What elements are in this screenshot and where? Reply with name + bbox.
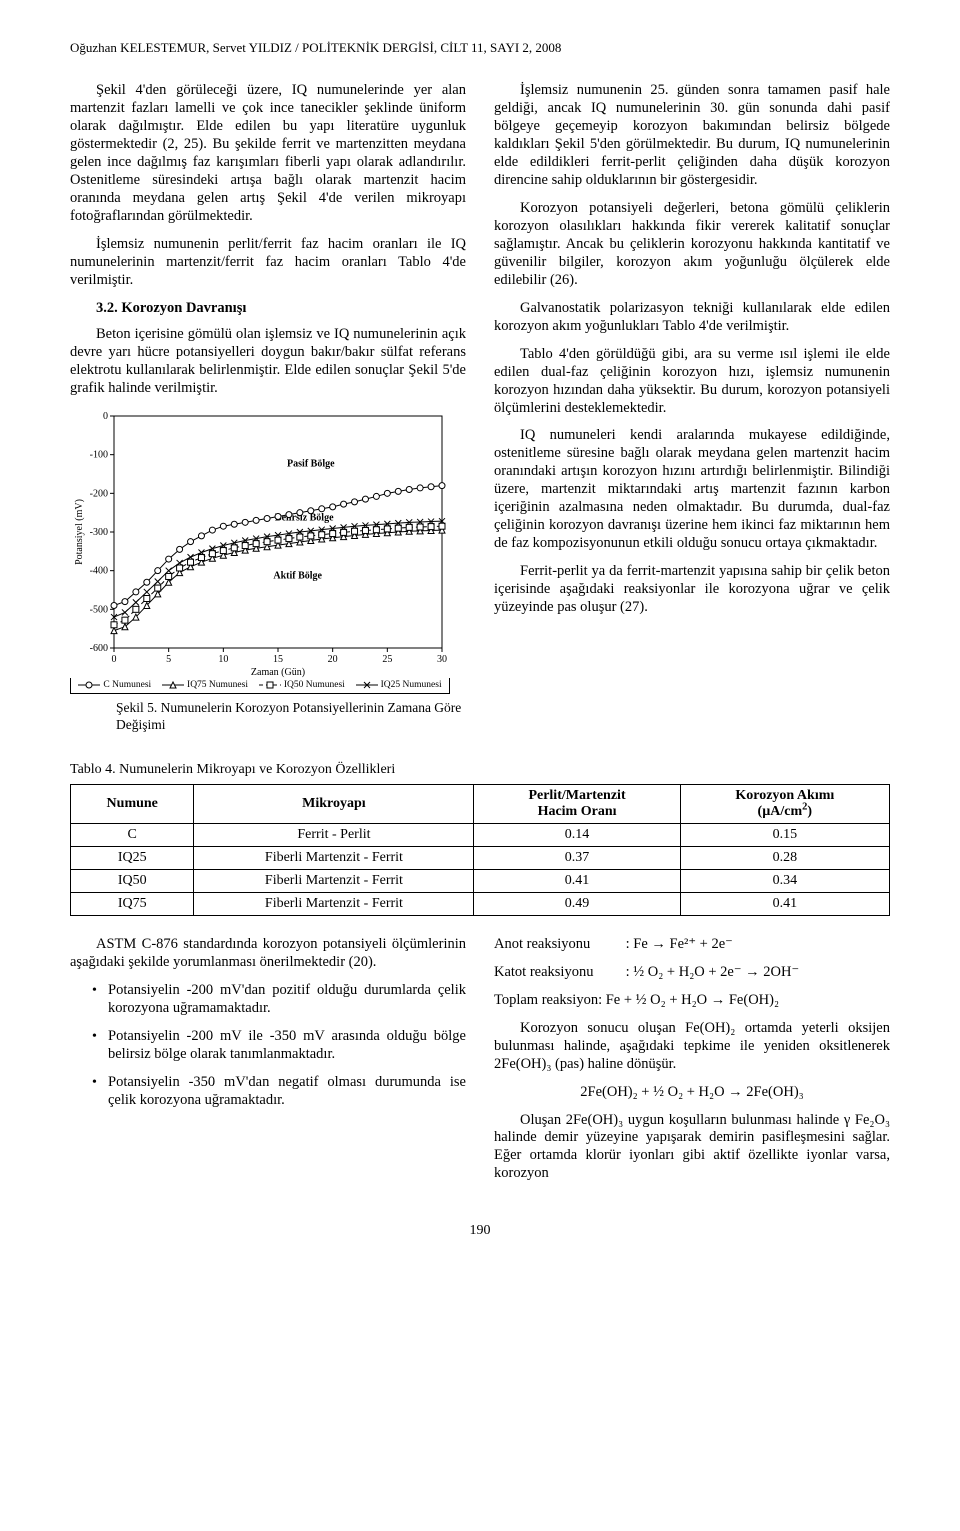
bottom-right-p1: Korozyon sonucu oluşan Fe(OH)₂ ortamda y… (494, 1020, 890, 1074)
table-row: IQ75Fiberli Martenzit - Ferrit0.490.41 (71, 892, 890, 915)
right-p4: Tablo 4'den görüldüğü gibi, ara su verme… (494, 346, 890, 418)
reaction-eq: : ½ O₂ + H₂O + 2e⁻ → 2OH⁻ (626, 964, 799, 980)
table-cell: 0.15 (680, 823, 889, 846)
svg-text:25: 25 (382, 654, 392, 665)
table-cell: Fiberli Martenzit - Ferrit (194, 869, 474, 892)
svg-text:Belirsiz Bölge: Belirsiz Bölge (275, 512, 334, 523)
svg-text:5: 5 (166, 654, 171, 665)
page-number: 190 (70, 1223, 890, 1239)
anode-reaction: Anot reaksiyonu : Fe → Fe²⁺ + 2e⁻ (494, 936, 890, 954)
table-header: Numune (71, 784, 194, 823)
interpretation-list: Potansiyelin -200 mV'dan pozitif olduğu … (92, 982, 466, 1110)
chart-legend: C Numunesi IQ75 Numunesi IQ50 Numunesi IQ25… (70, 678, 450, 695)
bottom-columns: ASTM C-876 standardında korozyon potansi… (70, 936, 890, 1194)
legend-label: IQ50 Numunesi (284, 680, 345, 692)
table-cell: C (71, 823, 194, 846)
table-header: Korozyon Akımı(µA/cm2) (680, 784, 889, 823)
svg-text:Zaman (Gün): Zaman (Gün) (251, 667, 305, 678)
astm-paragraph: ASTM C-876 standardında korozyon potansi… (70, 936, 466, 972)
table-cell: 0.37 (474, 846, 680, 869)
right-column: İşlemsiz numunenin 25. günden sonra tama… (494, 82, 890, 744)
reaction-label: Katot reaksiyonu (494, 964, 622, 982)
svg-text:Potansiyel (mV): Potansiyel (mV) (74, 499, 85, 565)
main-columns: Şekil 4'den görüleceği üzere, IQ numunel… (70, 82, 890, 744)
table-cell: IQ50 (71, 869, 194, 892)
legend-item: IQ75 Numunesi (162, 680, 248, 692)
figure-5-caption: Şekil 5. Numunelerin Korozyon Potansiyel… (70, 700, 466, 733)
table-header: Perlit/MartenzitHacim Oranı (474, 784, 680, 823)
table-4-caption: Tablo 4. Numunelerin Mikroyapı ve Korozy… (70, 762, 890, 778)
svg-text:-600: -600 (90, 643, 108, 654)
legend-label: IQ75 Numunesi (187, 680, 248, 692)
svg-text:10: 10 (218, 654, 228, 665)
table-row: CFerrit - Perlit0.140.15 (71, 823, 890, 846)
svg-text:Aktif Bölge: Aktif Bölge (273, 570, 322, 581)
total-reaction: Toplam reaksiyon: Fe + ½ O₂ + H₂O → Fe(O… (494, 992, 890, 1010)
svg-text:-100: -100 (90, 449, 108, 460)
table-cell: IQ75 (71, 892, 194, 915)
left-p2: İşlemsiz numunenin perlit/ferrit faz hac… (70, 236, 466, 290)
legend-item: IQ50 Numunesi (259, 680, 345, 692)
table-header: Mikroyapı (194, 784, 474, 823)
bottom-right-column: Anot reaksiyonu : Fe → Fe²⁺ + 2e⁻ Katot … (494, 936, 890, 1194)
reaction-label: Anot reaksiyonu (494, 936, 622, 954)
right-p1: İşlemsiz numunenin 25. günden sonra tama… (494, 82, 890, 190)
svg-text:-400: -400 (90, 565, 108, 576)
reaction-eq: : Fe → Fe²⁺ + 2e⁻ (626, 936, 733, 952)
svg-text:-300: -300 (90, 527, 108, 538)
table-cell: 0.41 (680, 892, 889, 915)
legend-label: IQ25 Numunesi (381, 680, 442, 692)
svg-text:-500: -500 (90, 604, 108, 615)
svg-text:Pasif Bölge: Pasif Bölge (287, 458, 335, 469)
cathode-reaction: Katot reaksiyonu : ½ O₂ + H₂O + 2e⁻ → 2O… (494, 964, 890, 982)
table-4: NumuneMikroyapıPerlit/MartenzitHacim Ora… (70, 784, 890, 916)
left-column: Şekil 4'den görüleceği üzere, IQ numunel… (70, 82, 466, 744)
svg-text:0: 0 (112, 654, 117, 665)
table-cell: 0.28 (680, 846, 889, 869)
legend-label: C Numunesi (103, 680, 151, 692)
oxidation-equation: 2Fe(OH)₂ + ½ O₂ + H₂O → 2Fe(OH)₃ (494, 1084, 890, 1102)
list-item: Potansiyelin -200 mV'dan pozitif olduğu … (92, 982, 466, 1018)
table-cell: Fiberli Martenzit - Ferrit (194, 892, 474, 915)
right-p2: Korozyon potansiyeli değerleri, betona g… (494, 200, 890, 290)
table-cell: Ferrit - Perlit (194, 823, 474, 846)
svg-text:0: 0 (103, 411, 108, 422)
list-item: Potansiyelin -200 mV ile -350 mV arasınd… (92, 1028, 466, 1064)
bottom-left-column: ASTM C-876 standardında korozyon potansi… (70, 936, 466, 1194)
legend-item: C Numunesi (78, 680, 151, 692)
running-head: Oğuzhan KELESTEMUR, Servet YILDIZ / POLİ… (70, 40, 890, 56)
svg-text:-200: -200 (90, 488, 108, 499)
svg-text:20: 20 (328, 654, 338, 665)
table-cell: 0.34 (680, 869, 889, 892)
table-cell: 0.41 (474, 869, 680, 892)
svg-text:15: 15 (273, 654, 283, 665)
table-row: IQ50Fiberli Martenzit - Ferrit0.410.34 (71, 869, 890, 892)
table-row: IQ25Fiberli Martenzit - Ferrit0.370.28 (71, 846, 890, 869)
left-p1: Şekil 4'den görüleceği üzere, IQ numunel… (70, 82, 466, 226)
right-p5: IQ numuneleri kendi aralarında mukayese … (494, 427, 890, 553)
table-cell: 0.14 (474, 823, 680, 846)
legend-item: IQ25 Numunesi (356, 680, 442, 692)
table-cell: Fiberli Martenzit - Ferrit (194, 846, 474, 869)
table-cell: 0.49 (474, 892, 680, 915)
bottom-right-p2: Oluşan 2Fe(OH)₃ uygun koşulların bulunma… (494, 1112, 890, 1184)
table-cell: IQ25 (71, 846, 194, 869)
section-heading-3-2: 3.2. Korozyon Davranışı (96, 300, 466, 318)
right-p6: Ferrit-perlit ya da ferrit-martenzit yap… (494, 563, 890, 617)
right-p3: Galvanostatik polarizasyon tekniği kulla… (494, 300, 890, 336)
list-item: Potansiyelin -350 mV'dan negatif olması … (92, 1074, 466, 1110)
left-p3: Beton içerisine gömülü olan işlemsiz ve … (70, 326, 466, 398)
svg-text:30: 30 (437, 654, 447, 665)
figure-5-chart: -600 -500 -400 -300 -200 -100 0 0 5 10 15 20 25 30 Zam… (70, 408, 466, 695)
